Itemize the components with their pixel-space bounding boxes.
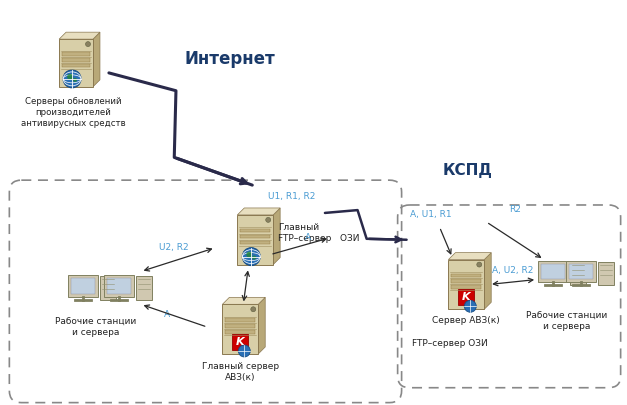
Circle shape [63, 70, 81, 88]
FancyBboxPatch shape [240, 235, 270, 238]
Polygon shape [448, 253, 491, 260]
Text: Интернет: Интернет [185, 50, 276, 68]
Circle shape [246, 252, 252, 258]
Text: Главный сервер
АВЗ(к): Главный сервер АВЗ(к) [202, 362, 279, 382]
Circle shape [242, 248, 260, 266]
Text: Серверы обновлений
производителей
антивирусных средств: Серверы обновлений производителей антиви… [21, 97, 125, 128]
FancyBboxPatch shape [62, 53, 90, 56]
Text: A, U2, R2: A, U2, R2 [492, 266, 534, 275]
Polygon shape [223, 297, 265, 304]
FancyBboxPatch shape [458, 290, 474, 305]
Circle shape [252, 256, 256, 260]
FancyBboxPatch shape [451, 286, 482, 289]
FancyBboxPatch shape [136, 277, 152, 301]
Text: A: A [164, 310, 170, 319]
FancyBboxPatch shape [448, 260, 484, 309]
Polygon shape [59, 32, 100, 39]
FancyBboxPatch shape [68, 275, 98, 297]
Text: U1, R1, R2: U1, R1, R2 [268, 192, 315, 200]
FancyBboxPatch shape [62, 58, 90, 62]
Circle shape [67, 74, 73, 80]
Text: FTP–сервер ОЗИ: FTP–сервер ОЗИ [411, 339, 487, 348]
Circle shape [477, 262, 482, 267]
Polygon shape [484, 253, 491, 309]
FancyBboxPatch shape [225, 318, 255, 322]
Text: K: K [236, 337, 245, 347]
FancyBboxPatch shape [62, 64, 90, 67]
FancyBboxPatch shape [451, 273, 482, 277]
FancyBboxPatch shape [238, 215, 273, 264]
Circle shape [465, 301, 477, 312]
FancyBboxPatch shape [240, 229, 270, 232]
Text: A: A [305, 233, 311, 242]
FancyBboxPatch shape [59, 39, 93, 87]
Text: R2: R2 [509, 205, 521, 215]
Polygon shape [238, 208, 280, 215]
FancyBboxPatch shape [538, 260, 568, 282]
Polygon shape [258, 297, 265, 354]
FancyBboxPatch shape [569, 264, 593, 279]
Text: Рабочие станции
и сервера: Рабочие станции и сервера [55, 317, 137, 337]
Circle shape [73, 78, 77, 82]
FancyBboxPatch shape [225, 324, 255, 328]
Text: Главный
FTP–сервер   ОЗИ: Главный FTP–сервер ОЗИ [278, 223, 360, 243]
FancyBboxPatch shape [71, 279, 95, 294]
Text: КСПД: КСПД [443, 163, 492, 178]
FancyBboxPatch shape [233, 334, 248, 350]
Text: A, U1, R1: A, U1, R1 [409, 211, 451, 220]
Text: Сервер АВЗ(к): Сервер АВЗ(к) [433, 316, 500, 325]
Text: K: K [462, 292, 471, 303]
Circle shape [85, 42, 90, 47]
Polygon shape [273, 208, 280, 264]
FancyBboxPatch shape [104, 275, 134, 297]
Circle shape [251, 307, 256, 312]
FancyBboxPatch shape [598, 262, 614, 286]
FancyBboxPatch shape [240, 241, 270, 244]
FancyBboxPatch shape [451, 279, 482, 283]
FancyBboxPatch shape [223, 304, 258, 354]
FancyBboxPatch shape [225, 330, 255, 334]
FancyBboxPatch shape [566, 260, 596, 282]
FancyBboxPatch shape [541, 264, 565, 279]
Circle shape [266, 217, 271, 222]
Polygon shape [93, 32, 100, 87]
Text: Рабочие станции
и сервера: Рабочие станции и сервера [526, 311, 608, 331]
Circle shape [238, 345, 250, 357]
FancyBboxPatch shape [107, 279, 131, 294]
FancyBboxPatch shape [570, 262, 586, 286]
FancyBboxPatch shape [100, 277, 116, 301]
Text: U2, R2: U2, R2 [159, 243, 188, 252]
